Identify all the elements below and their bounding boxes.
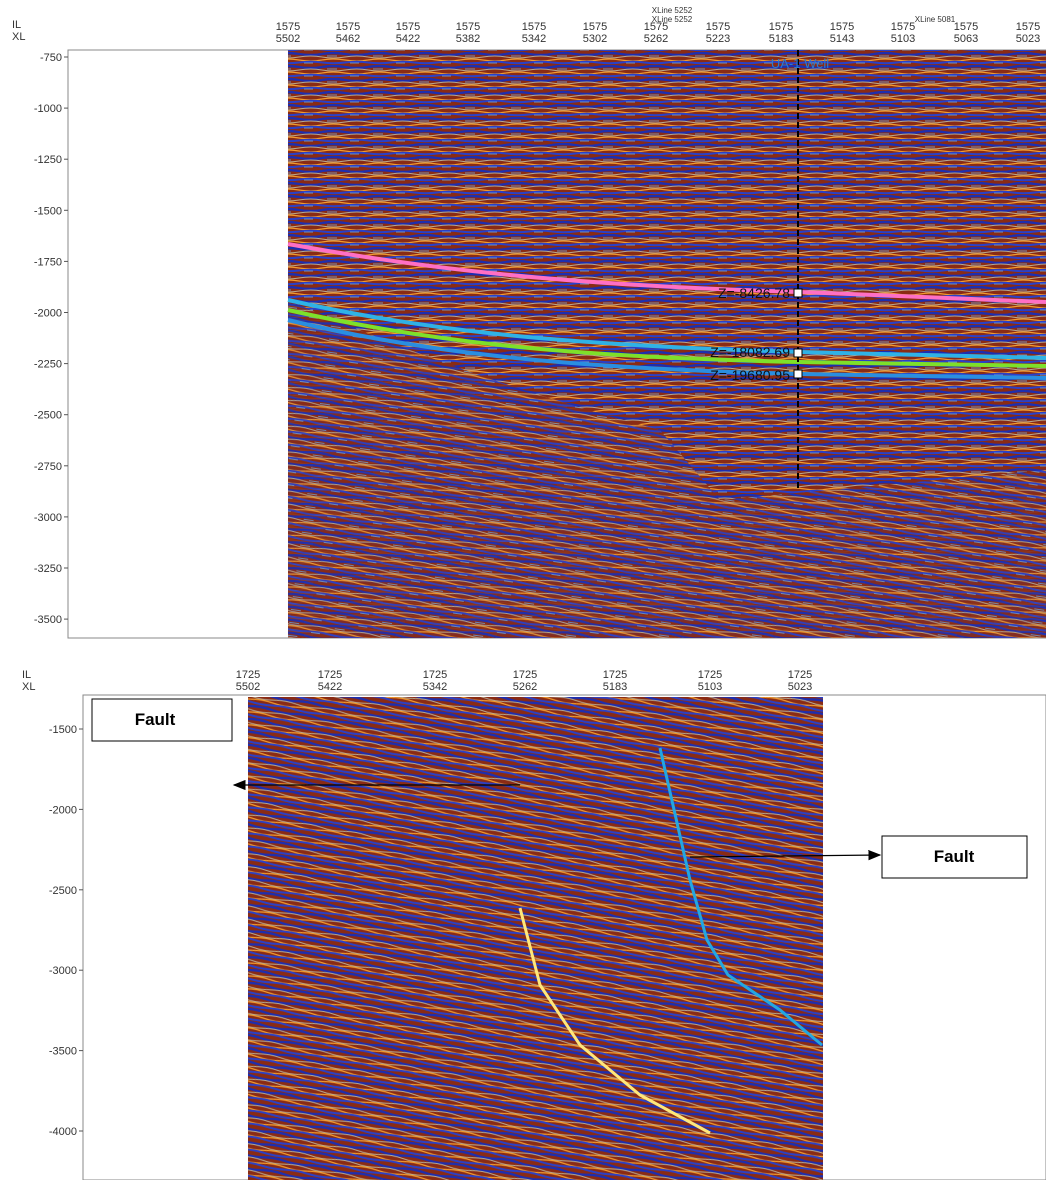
- well-marker: [793, 288, 803, 298]
- horizon-cyan: [287, 298, 1046, 360]
- column-label: 5342: [423, 681, 447, 693]
- y-tick-label: -3000: [49, 965, 77, 977]
- callout-box: [91, 698, 233, 742]
- annotation: Z=-8426.78: [718, 285, 790, 301]
- column-label: 1725: [698, 669, 722, 681]
- column-label: 5382: [456, 33, 480, 45]
- arrow: [689, 849, 882, 861]
- axis-label: IL: [22, 669, 31, 681]
- y-tick-label: -2500: [49, 885, 77, 897]
- y-tick-label: -2500: [34, 410, 62, 422]
- column-label: 5422: [318, 681, 342, 693]
- column-label: 1575: [336, 21, 360, 33]
- column-label: 5262: [513, 681, 537, 693]
- axis-label: XL: [12, 31, 25, 43]
- annotation: Z=-19680.95: [710, 367, 790, 383]
- y-tick-label: -2250: [34, 359, 62, 371]
- column-label: 1575: [706, 21, 730, 33]
- column-label: 1575: [522, 21, 546, 33]
- column-label: 1575: [769, 21, 793, 33]
- column-label: 1575: [830, 21, 854, 33]
- column-label: 1725: [318, 669, 342, 681]
- column-label: 5023: [788, 681, 812, 693]
- y-tick-label: -1750: [34, 256, 62, 268]
- column-label: 5223: [706, 33, 730, 45]
- axis-label: XL: [22, 681, 35, 693]
- column-label: 1575: [583, 21, 607, 33]
- column-label: 5143: [830, 33, 854, 45]
- axis-label: IL: [12, 19, 21, 31]
- column-label: 5063: [954, 33, 978, 45]
- column-label: 5262: [644, 33, 668, 45]
- well-marker: [793, 369, 803, 379]
- column-label: 5502: [236, 681, 260, 693]
- column-label: 1575: [1016, 21, 1040, 33]
- y-tick-label: -3500: [49, 1046, 77, 1058]
- column-label: 1575: [644, 21, 668, 33]
- column-label: 1725: [513, 669, 537, 681]
- callout-text: Fault: [934, 847, 975, 866]
- y-tick-label: -3250: [34, 563, 62, 575]
- annotation: XLine 5252: [652, 15, 693, 24]
- column-label: 1575: [954, 21, 978, 33]
- y-tick-label: -3000: [34, 512, 62, 524]
- column-label: 5183: [769, 33, 793, 45]
- y-tick-label: -1250: [34, 154, 62, 166]
- y-tick-label: -750: [40, 52, 62, 64]
- y-tick-label: -4000: [49, 1126, 77, 1138]
- horizon-blue: [287, 318, 1046, 380]
- column-label: 1575: [456, 21, 480, 33]
- annotation: XLine 5252: [652, 6, 693, 15]
- column-label: 1725: [603, 669, 627, 681]
- fault-line: [658, 747, 823, 1047]
- callout-text: Fault: [135, 710, 176, 729]
- y-tick-label: -3500: [34, 614, 62, 626]
- fault-line: [518, 907, 711, 1135]
- callout-box: [881, 835, 1028, 879]
- column-label: 5183: [603, 681, 627, 693]
- y-tick-label: -1500: [34, 205, 62, 217]
- column-label: 1575: [891, 21, 915, 33]
- horizon-green: [287, 308, 1046, 368]
- annotation: XLine 5081: [915, 15, 956, 24]
- y-tick-label: -2000: [34, 308, 62, 320]
- column-label: 1575: [276, 21, 300, 33]
- column-label: 1725: [236, 669, 260, 681]
- column-label: 5023: [1016, 33, 1040, 45]
- annotation: UA-1 Well: [771, 56, 829, 71]
- column-label: 5502: [276, 33, 300, 45]
- column-label: 5342: [522, 33, 546, 45]
- column-label: 5103: [698, 681, 722, 693]
- column-label: 1725: [788, 669, 812, 681]
- seismic-section: [248, 697, 823, 1180]
- well-marker: [793, 348, 803, 358]
- y-tick-label: -1000: [34, 103, 62, 115]
- seismic-dipping: [288, 300, 1046, 638]
- column-label: 5103: [891, 33, 915, 45]
- horizon-pink: [287, 242, 1046, 304]
- annotation: Z=-18082.69: [710, 344, 790, 360]
- column-label: 5462: [336, 33, 360, 45]
- y-tick-label: -2750: [34, 461, 62, 473]
- column-label: 5302: [583, 33, 607, 45]
- column-label: 1575: [396, 21, 420, 33]
- y-tick-label: -1500: [49, 724, 77, 736]
- y-tick-label: -2000: [49, 804, 77, 816]
- column-label: 5422: [396, 33, 420, 45]
- column-label: 1725: [423, 669, 447, 681]
